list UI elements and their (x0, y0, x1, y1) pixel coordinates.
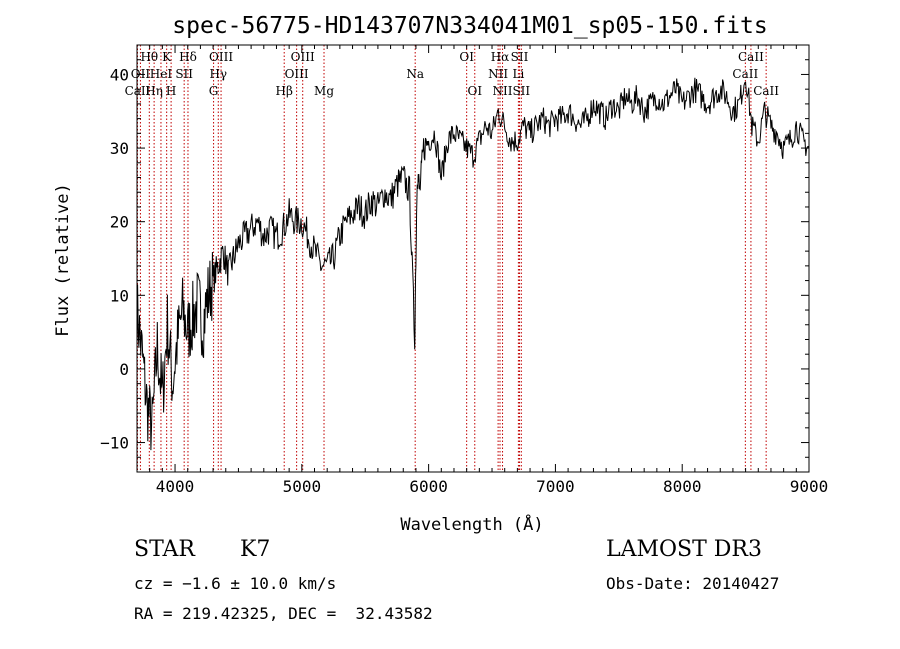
spectrum-line (136, 77, 810, 451)
line-label-7: H (166, 84, 176, 98)
line-markers (137, 45, 767, 472)
y-axis-label: Flux (relative) (53, 183, 73, 337)
x-tick-label: 9000 (790, 477, 829, 496)
line-label-18: OI (467, 84, 482, 98)
line-label-24: SII (512, 84, 530, 98)
line-label-11: G (209, 84, 219, 98)
line-label-12: Hβ (276, 84, 293, 98)
spectral-subclass: K7 (240, 537, 271, 562)
chart-title: spec-56775-HD143707N334041M01_sp05-150.f… (172, 13, 767, 39)
line-label-6: SII (175, 67, 193, 81)
x-tick-label: 5000 (283, 477, 322, 496)
y-tick-label: 40 (110, 65, 129, 84)
redshift-readout: cz = −1.6 ± 10.0 km/s (134, 574, 337, 593)
x-tick-label: 8000 (663, 477, 702, 496)
line-label-20: NII (488, 67, 508, 81)
line-label-21: NII (493, 84, 513, 98)
axis-ticks: 4000 5000 6000 7000 8000 9000 −10 0 10 20 30 40 (100, 44, 829, 496)
x-tick-label: 7000 (536, 477, 575, 496)
coordinates-readout: RA = 219.42325, DEC = 32.43582 (134, 604, 433, 623)
y-tick-label: 0 (119, 360, 129, 379)
y-tick-label: 10 (110, 286, 129, 305)
line-label-17: OI (459, 50, 474, 64)
plot-frame (136, 44, 810, 473)
line-label-26: CaII (732, 67, 758, 81)
line-label-0: Hθ (140, 50, 158, 64)
x-tick-label: 4000 (156, 477, 195, 496)
line-label-25: CaII (738, 50, 764, 64)
object-class: STAR (134, 537, 195, 562)
survey-name: LAMOST DR3 (606, 537, 762, 562)
line-label-5: K (162, 50, 172, 64)
y-tick-label: 30 (110, 139, 129, 158)
spectrum-series (136, 77, 810, 451)
line-label-8: Hδ (179, 50, 197, 64)
y-tick-label: 20 (110, 213, 129, 232)
line-label-13: OIII (291, 50, 315, 64)
line-label-2: CaII (125, 84, 151, 98)
x-axis-label: Wavelength (Å) (400, 513, 543, 535)
line-label-3: Hη (145, 84, 163, 98)
x-tick-label: 6000 (409, 477, 448, 496)
line-label-23: Li (512, 67, 524, 81)
line-label-16: Na (406, 67, 424, 81)
line-label-4: HeI (150, 67, 173, 81)
line-label-22: SII (511, 50, 529, 64)
line-label-27: CaII (753, 84, 779, 98)
line-label-10: Hγ (209, 67, 227, 81)
observation-date: Obs-Date: 20140427 (606, 574, 780, 593)
line-label-9: OIII (209, 50, 233, 64)
y-tick-label: −10 (100, 434, 129, 453)
line-label-15: Mg (314, 84, 334, 98)
line-label-1: OII (131, 67, 151, 81)
line-label-19: Hα (491, 50, 510, 64)
line-label-14: OIII (285, 67, 309, 81)
